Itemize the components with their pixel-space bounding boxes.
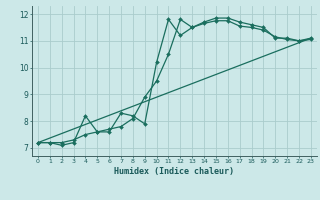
- X-axis label: Humidex (Indice chaleur): Humidex (Indice chaleur): [115, 167, 234, 176]
